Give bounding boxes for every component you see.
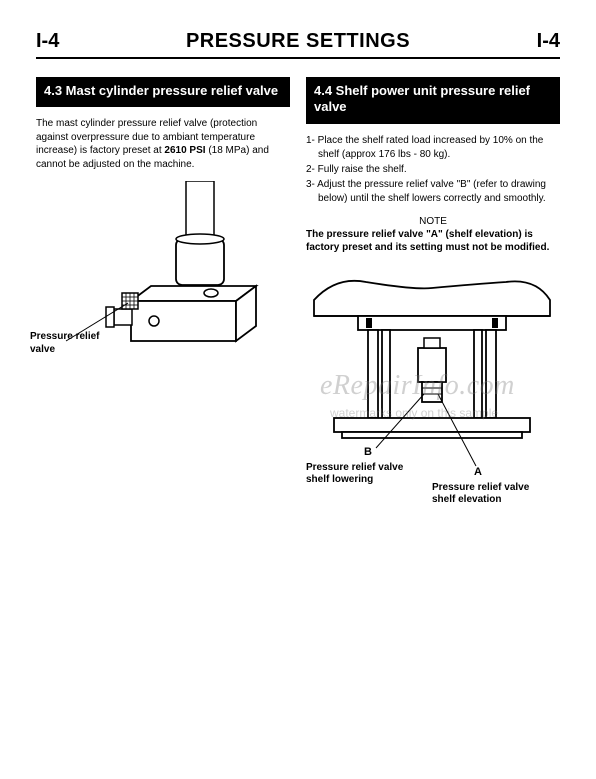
content-columns: 4.3 Mast cylinder pressure relief valve … — [36, 77, 560, 548]
caption-b-l2: shelf lowering — [306, 474, 436, 487]
mast-psi-value: 2610 PSI — [164, 145, 205, 156]
step-2: 2- Fully raise the shelf. — [306, 163, 560, 177]
step-1: 1- Place the shelf rated load increased … — [306, 134, 560, 162]
step-3: 3- Adjust the pressure relief valve "B" … — [306, 178, 560, 206]
mast-figure: Pressure relief valve — [36, 181, 290, 401]
page-code-left: I-4 — [36, 30, 59, 53]
shelf-steps: 1- Place the shelf rated load increased … — [306, 134, 560, 206]
note-text: The pressure relief valve "A" (shelf ele… — [306, 228, 560, 254]
mast-callout: Pressure relief valve — [30, 331, 110, 356]
label-b: B — [364, 446, 372, 458]
caption-b: Pressure relief valve shelf lowering — [306, 462, 436, 487]
page-title: PRESSURE SETTINGS — [186, 30, 410, 53]
mast-paragraph: The mast cylinder pressure relief valve … — [36, 117, 290, 171]
caption-a-l2: shelf elevation — [432, 494, 562, 507]
note-label: NOTE — [306, 216, 560, 227]
mast-callout-l2: valve — [30, 344, 110, 357]
shelf-figure: B A Pressure relief valve shelf lowering… — [306, 268, 560, 548]
mast-callout-l1: Pressure relief — [30, 331, 110, 344]
mast-diagram-svg — [36, 181, 286, 391]
label-a: A — [474, 466, 482, 478]
caption-a-l1: Pressure relief valve — [432, 482, 562, 495]
page-code-right: I-4 — [537, 30, 560, 53]
left-column: 4.3 Mast cylinder pressure relief valve … — [36, 77, 290, 548]
note-block: NOTE The pressure relief valve "A" (shel… — [306, 216, 560, 254]
page-header: I-4 PRESSURE SETTINGS I-4 — [36, 30, 560, 59]
section-heading-4-4: 4.4 Shelf power unit pressure relief val… — [306, 77, 560, 124]
right-column: 4.4 Shelf power unit pressure relief val… — [306, 77, 560, 548]
caption-a: Pressure relief valve shelf elevation — [432, 482, 562, 507]
section-heading-4-3: 4.3 Mast cylinder pressure relief valve — [36, 77, 290, 107]
caption-b-l1: Pressure relief valve — [306, 462, 436, 475]
